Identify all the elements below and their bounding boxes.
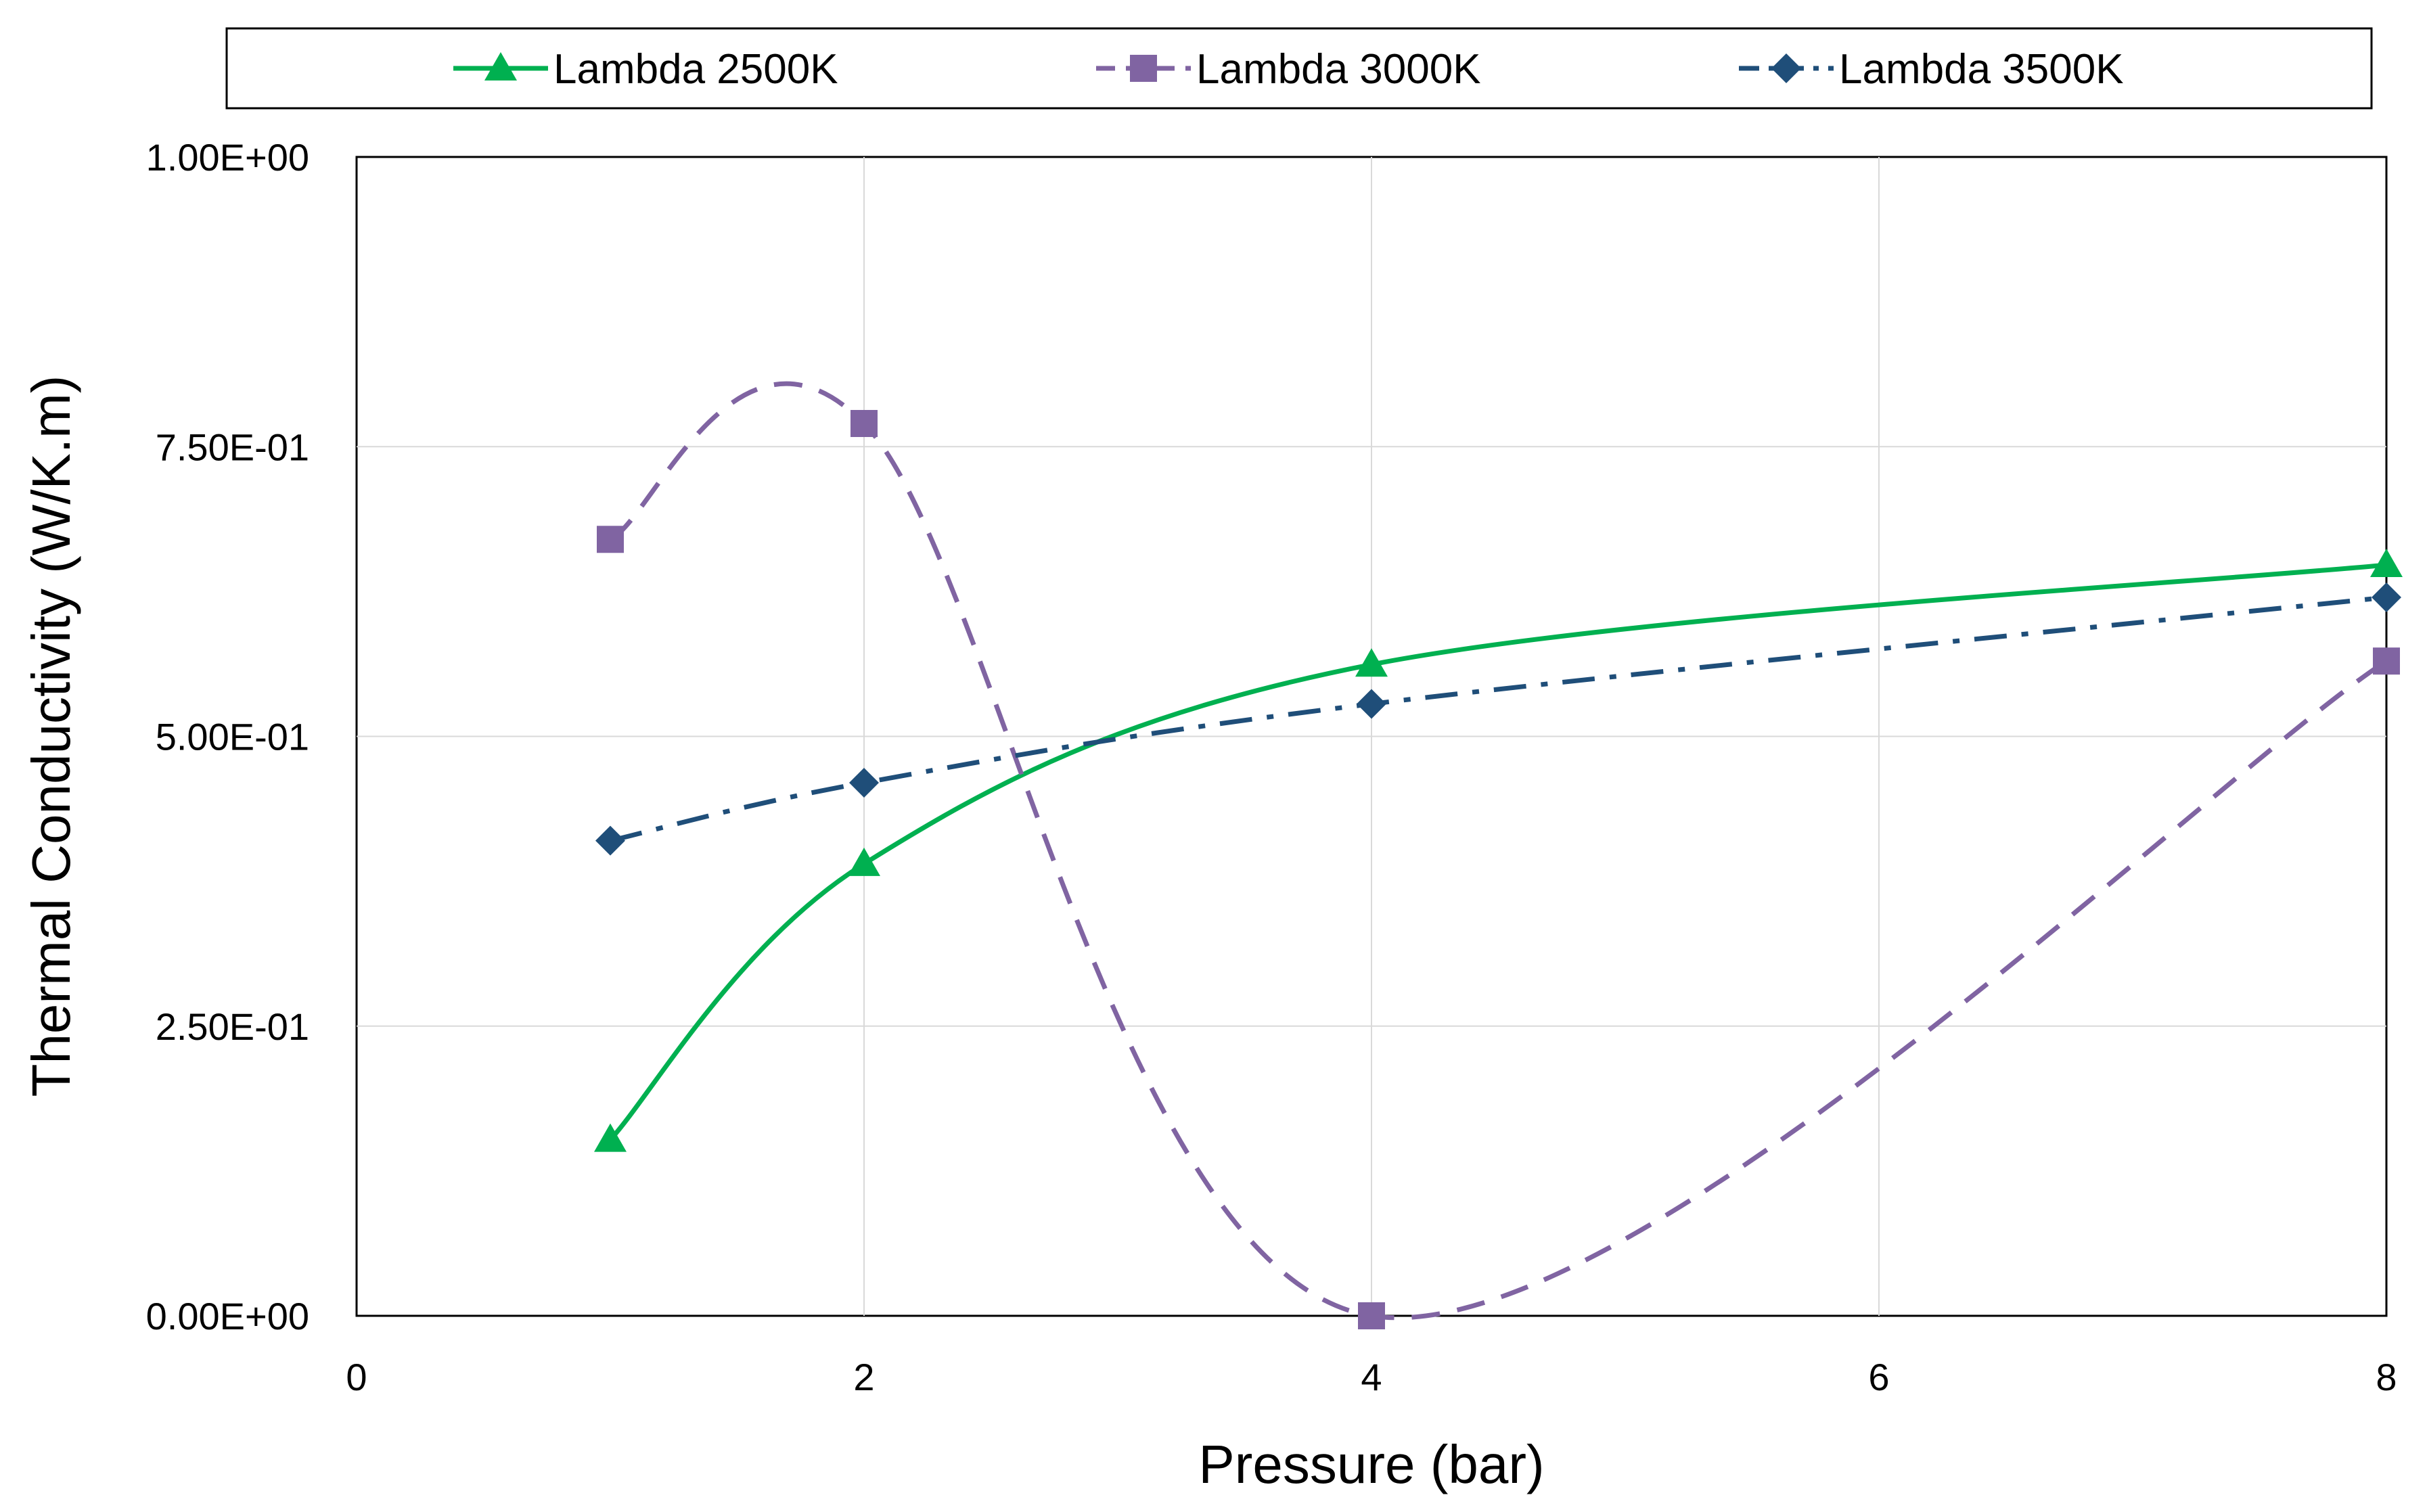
data-point-lambda-3000k [1358, 1302, 1385, 1329]
legend-entry-lambda-3500k: Lambda 3500K [1739, 46, 2124, 93]
x-tick-label: 0 [346, 1356, 367, 1398]
data-point-lambda-3000k [850, 409, 878, 437]
legend-box [225, 27, 2373, 110]
x-tick-label: 2 [853, 1356, 874, 1398]
x-tick-label: 4 [1361, 1356, 1382, 1398]
legend-marker [1771, 53, 1801, 83]
legend-label: Lambda 3500K [1839, 46, 2124, 93]
legend-marker [1130, 55, 1157, 82]
series-layer [594, 381, 2403, 1329]
series-lambda-3000k [597, 381, 2400, 1329]
series-lambda-3500k [595, 582, 2401, 856]
y-tick-label: 2.50E-01 [156, 1005, 309, 1048]
y-tick-label: 5.00E-01 [156, 716, 309, 758]
legend-entry-lambda-2500k: Lambda 2500K [453, 46, 838, 93]
series-lambda-2500k [594, 548, 2403, 1152]
data-point-lambda-3500k [595, 825, 625, 856]
data-point-lambda-2500k [2370, 548, 2403, 577]
series-line-lambda-3000k [609, 381, 2388, 1321]
x-tick-label: 8 [2376, 1356, 2397, 1398]
tick-labels: 0.00E+00 2.50E-01 5.00E-01 7.50E-01 1.00E+00… [146, 136, 2397, 1398]
legend-label: Lambda 2500K [553, 46, 838, 93]
data-point-lambda-3000k [597, 526, 624, 553]
data-point-lambda-2500k [594, 1123, 627, 1152]
y-tick-label: 7.50E-01 [156, 426, 309, 468]
legend-marker [484, 52, 517, 81]
data-point-lambda-3500k [849, 768, 879, 798]
x-tick-label: 6 [1868, 1356, 1889, 1398]
y-axis-title: Thermal Conductivity (W/K.m) [21, 375, 81, 1097]
data-point-lambda-3000k [2373, 647, 2400, 675]
y-tick-label: 1.00E+00 [146, 136, 309, 179]
data-point-lambda-3500k [2372, 582, 2401, 612]
legend-entry-lambda-3000k: Lambda 3000K [1096, 46, 1481, 93]
x-axis-title: Pressure (bar) [1198, 1434, 1544, 1494]
series-line-lambda-3500k [610, 595, 2387, 844]
data-point-lambda-2500k [1355, 648, 1388, 677]
data-point-lambda-2500k [848, 847, 880, 876]
legend: Lambda 2500K Lambda 3000K Lambda 3500K [225, 27, 2373, 110]
data-point-lambda-3500k [1357, 689, 1386, 719]
series-line-lambda-2500k [608, 562, 2387, 1141]
legend-label: Lambda 3000K [1196, 46, 1481, 93]
y-tick-label: 0.00E+00 [146, 1295, 309, 1337]
